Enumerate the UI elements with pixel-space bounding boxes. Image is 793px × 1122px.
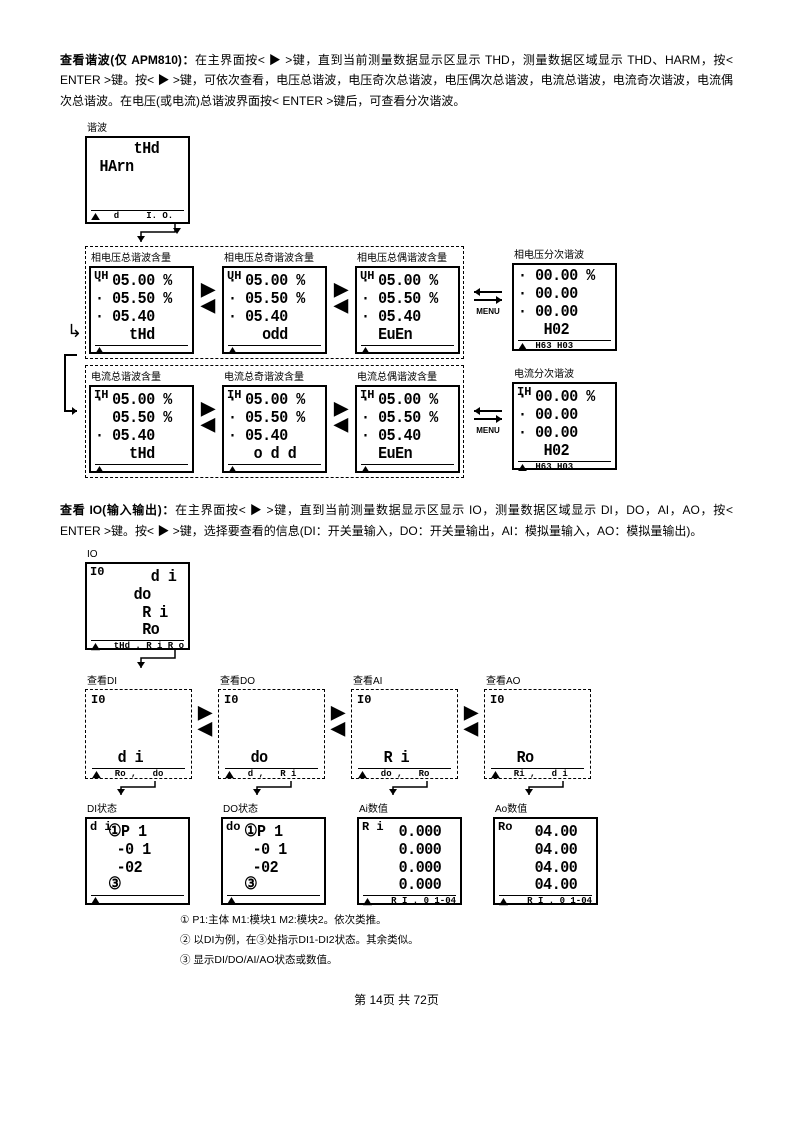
note-3: ③ 显示DI/DO/AI/AO状态或数值。 [180,951,733,971]
section2-para: 查看 IO(输入输出)：在主界面按< ▶ >键，直到当前测量数据显示区显示 IO… [60,500,733,541]
enter-connectors-row [85,779,733,800]
cap-ao-val: Ao数值 [495,800,598,815]
caption-harm-intro: 谐波 [87,119,190,134]
lcd-do-view: I0 do d , R i [221,692,322,774]
lcd-ai-val: R i 0.000 0.000 0.000 0.000 R I . 0 1-04 [357,817,462,905]
menu-arrows-2: MENU [464,365,512,435]
cap-cur-thd: 电流总谐波含量 [91,368,194,383]
lcd-io-intro: I0 d i do R i Ro tHd . R i R o [85,562,190,650]
section2-title: 查看 IO(输入输出)： [60,503,175,517]
lcd-volt-even: UH · 05.00 % · 05.50 % · 05.40 EuEn [355,266,460,354]
lcd-ao-val: Ro 04.00 04.00 04.00 04.00 R I . 0 1-04 [493,817,598,905]
lcd-ao-view: I0 Ro Ri , d i [487,692,588,774]
cap-do-state: DO状态 [223,800,326,815]
cap-cur-sub: 电流分次谐波 [514,365,617,380]
lcd-harm-intro: tHd HArn d I. O. [85,136,190,224]
lcd-ai-view: I0 R i do , Ro [354,692,455,774]
cap-cur-odd: 电流总奇谐波含量 [224,368,327,383]
io-diagram: IO I0 d i do R i Ro tHd . R i R o 查看DI I… [85,549,733,905]
arrows-1: ▶◀ [195,249,221,313]
cap-di-state: DI状态 [87,800,190,815]
current-harm-group: 电流总谐波含量 IH · 05.00 % 05.50 % · 05.40 tHd… [85,365,464,478]
cap-ai-val: Ai数值 [359,800,462,815]
cap-volt-odd: 相电压总奇谐波含量 [224,249,327,264]
section1-para: 查看谐波(仅 APM810)：在主界面按< ▶ >键，直到当前测量数据显示区显示… [60,50,733,111]
lcd-di-view: I0 d i Ro , do [88,692,189,774]
cap-volt-thd: 相电压总谐波含量 [91,249,194,264]
lcd-cur-sub: IH · 00.00 % · 00.00 · 00.00 H02 H63 H03 [512,382,617,470]
notes-block: ① P1:主体 M1:模块1 M2:模块2。依次类推。 ② 以DI为例，在③处指… [180,911,733,971]
enter-connector-1 [135,224,733,246]
cap-volt-even: 相电压总偶谐波含量 [357,249,460,264]
lcd-cur-odd: IH · 05.00 % · 05.50 % · 05.40 o d d [222,385,327,473]
cap-volt-sub: 相电压分次谐波 [514,246,617,261]
section1-title: 查看谐波(仅 APM810)： [60,53,195,67]
cap-cur-even: 电流总偶谐波含量 [357,368,460,383]
cell-ao-view: 查看AO I0 Ro Ri , d i [484,672,591,779]
cap-io-intro: IO [87,549,733,560]
harmonics-diagram: 谐波 tHd HArn d I. O. ↳ 相电压总谐波含量 UH · 05.0… [85,119,733,478]
cell-di-view: 查看DI I0 d i Ro , do [85,672,192,779]
lcd-volt-odd: UH · 05.00 % · 05.50 % · 05.40 odd [222,266,327,354]
cell-do-view: 查看DO I0 do d , R i [218,672,325,779]
arrows-2: ▶◀ [328,249,354,313]
note-1: ① P1:主体 M1:模块1 M2:模块2。依次类推。 [180,911,733,931]
menu-arrows-1: MENU [464,246,512,316]
lcd-di-state: d i ①P 1 -0 1 -02 ③ [85,817,190,905]
voltage-harm-group: 相电压总谐波含量 UH · 05.00 % · 05.50 % · 05.40 … [85,246,464,359]
lcd-cur-thd: IH · 05.00 % 05.50 % · 05.40 tHd [89,385,194,473]
cell-ai-view: 查看AI I0 R i do , Ro [351,672,458,779]
note-2: ② 以DI为例，在③处指示DI1-DI2状态。其余类似。 [180,931,733,951]
lcd-volt-thd: UH · 05.00 % · 05.50 % · 05.40 tHd [89,266,194,354]
lcd-cur-even: IH · 05.00 % · 05.50 % · 05.40 EuEn [355,385,460,473]
lcd-volt-sub: · 00.00 % · 00.00 · 00.00 H02 H63 H03 [512,263,617,351]
page-footer: 第 14页 共 72页 [60,991,733,1008]
lcd-do-state: do ①P 1 -0 1 -02 ③ [221,817,326,905]
enter-connector-2 [135,650,733,672]
